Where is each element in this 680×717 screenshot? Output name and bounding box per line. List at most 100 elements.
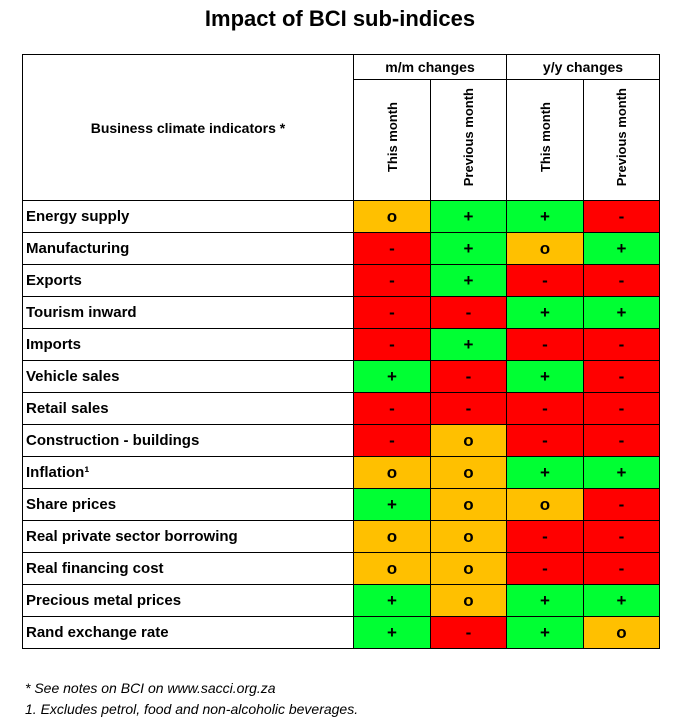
status-symbol: +: [616, 462, 627, 482]
status-symbol: -: [389, 430, 395, 450]
status-symbol: -: [618, 558, 625, 578]
status-cell-neutral: o: [353, 200, 431, 233]
status-cell-plus: +: [583, 456, 660, 489]
status-symbol: +: [387, 590, 397, 610]
status-symbol: o: [539, 494, 551, 514]
indicator-label: Manufacturing: [22, 232, 354, 265]
status-cell-minus: -: [353, 232, 431, 265]
status-symbol: -: [542, 558, 548, 578]
status-symbol: +: [463, 238, 474, 258]
status-cell-minus: -: [506, 552, 584, 585]
status-cell-plus: +: [506, 616, 584, 649]
status-symbol: +: [540, 302, 550, 322]
status-symbol: o: [463, 526, 474, 546]
table-row: Retail sales - - - -: [22, 392, 660, 425]
table-row: Tourism inward - - + +: [22, 296, 660, 329]
table-row: Rand exchange rate + - + o: [22, 616, 660, 649]
subcolumn-label: This month: [537, 102, 553, 173]
status-symbol: -: [465, 398, 472, 418]
table-row: Energy supply o + + -: [22, 200, 660, 233]
status-cell-minus: -: [430, 360, 507, 393]
status-cell-minus: -: [353, 424, 431, 457]
status-symbol: -: [542, 398, 548, 418]
subcolumn-label: This month: [384, 102, 400, 173]
indicator-label: Real private sector borrowing: [22, 520, 354, 553]
table-row: Manufacturing - + o +: [22, 232, 660, 265]
status-symbol: o: [463, 590, 474, 610]
indicator-label: Real financing cost: [22, 552, 354, 585]
status-symbol: o: [463, 494, 474, 514]
status-cell-minus: -: [430, 392, 507, 425]
status-symbol: -: [465, 302, 472, 322]
indicator-label: Tourism inward: [22, 296, 354, 329]
status-symbol: -: [389, 302, 395, 322]
status-symbol: +: [540, 590, 550, 610]
status-cell-neutral: o: [430, 488, 507, 521]
status-symbol: +: [387, 366, 397, 386]
status-symbol: -: [389, 238, 395, 258]
status-symbol: -: [618, 526, 625, 546]
indicator-label: Retail sales: [22, 392, 354, 425]
status-cell-neutral: o: [353, 520, 431, 553]
status-cell-minus: -: [506, 264, 584, 297]
status-cell-minus: -: [583, 520, 660, 553]
subcolumn-header: This month: [353, 79, 431, 201]
status-cell-minus: -: [353, 392, 431, 425]
status-cell-minus: -: [583, 200, 660, 233]
status-cell-plus: +: [506, 296, 584, 329]
status-cell-plus: +: [506, 200, 584, 233]
table-row: Construction - buildings - o - -: [22, 424, 660, 457]
indicator-label: Exports: [22, 264, 354, 297]
status-symbol: o: [386, 462, 398, 482]
status-cell-plus: +: [353, 488, 431, 521]
status-symbol: o: [463, 462, 474, 482]
status-symbol: -: [542, 526, 548, 546]
status-symbol: +: [540, 206, 550, 226]
subcolumn-label: Previous month: [614, 88, 629, 187]
status-symbol: +: [387, 622, 397, 642]
table-row: Exports - + - -: [22, 264, 660, 297]
status-cell-minus: -: [430, 296, 507, 329]
status-symbol: +: [540, 622, 550, 642]
status-symbol: -: [389, 270, 395, 290]
status-cell-minus: -: [583, 360, 660, 393]
indicator-label: Share prices: [22, 488, 354, 521]
status-cell-minus: -: [583, 328, 660, 361]
table-body: Energy supply o + + - Manufacturing - + o + Export…: [22, 200, 660, 649]
status-symbol: -: [542, 430, 548, 450]
status-symbol: -: [618, 398, 625, 418]
status-cell-neutral: o: [430, 520, 507, 553]
footnote-inflation: 1. Excludes petrol, food and non-alcohol…: [25, 701, 359, 717]
status-symbol: o: [386, 558, 398, 578]
status-symbol: o: [616, 622, 627, 642]
status-cell-minus: -: [353, 296, 431, 329]
subcolumn-header: Previous month: [583, 79, 660, 201]
status-cell-plus: +: [583, 232, 660, 265]
table-row: Imports - + - -: [22, 328, 660, 361]
status-cell-plus: +: [583, 296, 660, 329]
indicator-label: Inflation¹: [22, 456, 354, 489]
status-symbol: -: [465, 622, 472, 642]
status-symbol: o: [463, 558, 474, 578]
status-cell-neutral: o: [353, 552, 431, 585]
status-cell-minus: -: [506, 392, 584, 425]
table-row: Real financing cost o o - -: [22, 552, 660, 585]
status-symbol: -: [618, 366, 625, 386]
status-symbol: -: [618, 494, 625, 514]
status-cell-plus: +: [353, 616, 431, 649]
status-symbol: +: [616, 238, 627, 258]
row-header-label: Business climate indicators *: [22, 54, 354, 201]
status-symbol: +: [463, 206, 474, 226]
status-cell-plus: +: [506, 360, 584, 393]
status-symbol: o: [463, 430, 474, 450]
status-cell-minus: -: [583, 264, 660, 297]
subcolumn-header: This month: [506, 79, 584, 201]
subcolumn-label: Previous month: [461, 88, 476, 187]
subcolumn-header: Previous month: [430, 79, 507, 201]
indicator-label: Precious metal prices: [22, 584, 354, 617]
status-symbol: o: [386, 526, 398, 546]
status-cell-plus: +: [506, 456, 584, 489]
status-cell-neutral: o: [430, 584, 507, 617]
status-symbol: -: [618, 430, 625, 450]
status-cell-minus: -: [506, 520, 584, 553]
